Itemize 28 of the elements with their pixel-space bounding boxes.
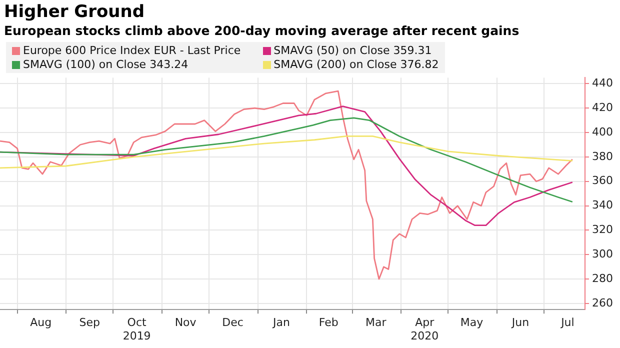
y-tick-label: 320 <box>592 223 614 236</box>
y-tick-label: 280 <box>592 272 614 285</box>
x-tick-label: Mar <box>365 316 387 330</box>
y-tick-label: 380 <box>592 150 614 163</box>
x-tick-label: Jul <box>560 316 574 330</box>
y-tick-label: 260 <box>592 296 614 310</box>
y-tick-label: 400 <box>592 125 614 138</box>
y-tick-label: 300 <box>592 248 614 261</box>
x-tick-label: Apr 2020 <box>410 316 439 342</box>
legend-label: Europe 600 Price Index EUR - Last Price <box>23 44 241 57</box>
x-tick-label: Sep <box>79 316 100 330</box>
legend-label: SMAVG (50) on Close 359.31 <box>274 44 432 57</box>
y-tick-label: 360 <box>592 174 614 188</box>
y-tick-label: 440 <box>592 76 614 90</box>
x-tick-label: Dec <box>222 316 244 330</box>
legend-label: SMAVG (100) on Close 343.24 <box>23 58 188 71</box>
x-tick-label: Oct 2019 <box>122 316 151 342</box>
y-tick-label: 420 <box>592 100 614 114</box>
x-tick-label: May <box>460 316 484 330</box>
chart-subtitle: European stocks climb above 200-day moving average after recent gains <box>4 23 520 38</box>
x-tick-label: Aug <box>30 316 52 330</box>
x-tick-label: Jun <box>510 316 530 330</box>
x-tick-label: Nov <box>174 316 197 330</box>
chart-title: Higher Ground <box>4 2 145 22</box>
legend-label: SMAVG (200) on Close 376.82 <box>274 58 439 71</box>
x-tick-label: Jan <box>272 316 290 330</box>
y-tick-label: 340 <box>592 198 614 212</box>
x-tick-label: Feb <box>318 316 338 330</box>
